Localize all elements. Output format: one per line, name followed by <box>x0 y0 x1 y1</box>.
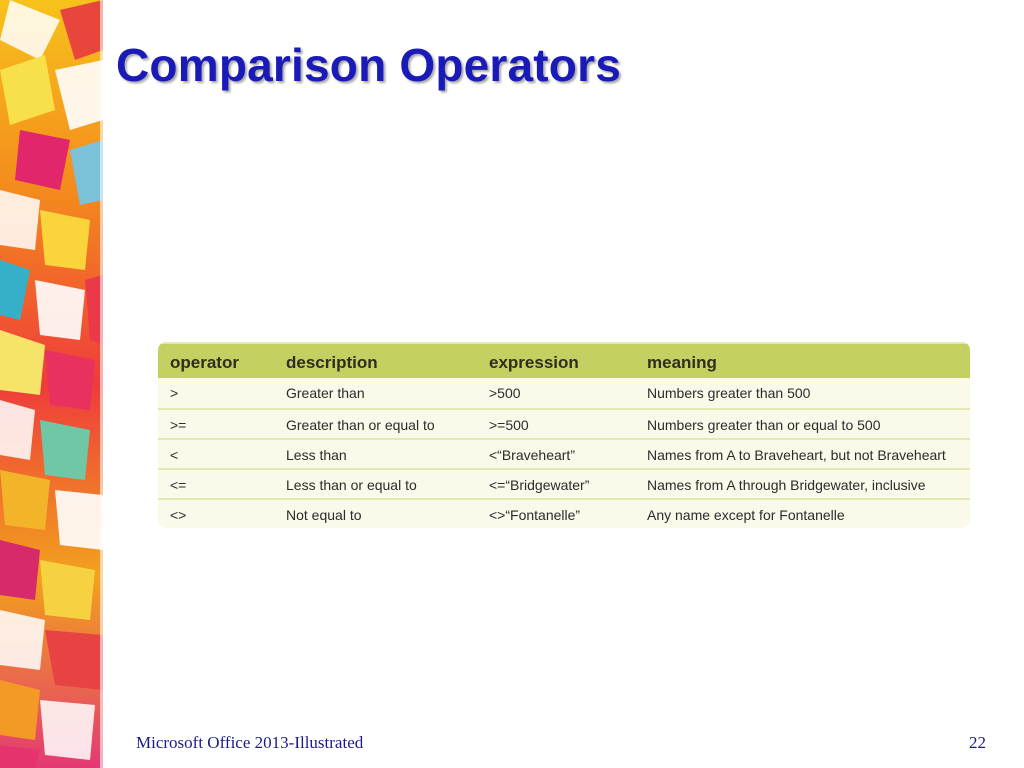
meaning-cell: Any name except for Fontanelle <box>647 507 845 523</box>
expression-cell: >=500 <box>489 417 529 433</box>
operator-cell: <> <box>170 507 187 523</box>
comparison-operators-table: operator description expression meaning … <box>158 342 970 528</box>
description-cell: Greater than or equal to <box>286 417 435 433</box>
table-row: <> Not equal to <>“Fontanelle” Any name … <box>158 498 970 528</box>
table-header-row: operator description expression meaning <box>158 342 970 378</box>
operator-cell: > <box>170 385 179 401</box>
operator-cell: >= <box>170 417 187 433</box>
meaning-cell: Names from A to Braveheart, but not Brav… <box>647 447 946 463</box>
page-number: 22 <box>969 733 986 752</box>
table-row: >= Greater than or equal to >=500 Number… <box>158 408 970 438</box>
diamond-mosaic-graphic <box>0 0 103 768</box>
description-cell: Less than <box>286 447 347 463</box>
table-row: <= Less than or equal to <=“Bridgewater”… <box>158 468 970 498</box>
expression-cell: <=“Bridgewater” <box>489 477 590 493</box>
header-description: description <box>286 353 378 372</box>
header-meaning: meaning <box>647 353 717 372</box>
expression-cell: >500 <box>489 385 521 401</box>
footer-text: Microsoft Office 2013-Illustrated <box>136 733 364 752</box>
description-cell: Greater than <box>286 385 365 401</box>
meaning-cell: Numbers greater than or equal to 500 <box>647 417 881 433</box>
table-row: < Less than <“Braveheart” Names from A t… <box>158 438 970 468</box>
slide-title: Comparison Operators <box>116 39 621 91</box>
meaning-cell: Names from A through Bridgewater, inclus… <box>647 477 926 493</box>
expression-cell: <“Braveheart” <box>489 447 575 463</box>
operator-cell: <= <box>170 477 187 493</box>
decorative-side-pattern <box>0 0 103 768</box>
expression-cell: <>“Fontanelle” <box>489 507 581 523</box>
description-cell: Not equal to <box>286 507 362 523</box>
meaning-cell: Numbers greater than 500 <box>647 385 811 401</box>
operator-cell: < <box>170 447 179 463</box>
header-expression: expression <box>489 353 579 372</box>
description-cell: Less than or equal to <box>286 477 417 493</box>
table-row: > Greater than >500 Numbers greater than… <box>158 378 970 408</box>
header-operator: operator <box>170 353 239 372</box>
